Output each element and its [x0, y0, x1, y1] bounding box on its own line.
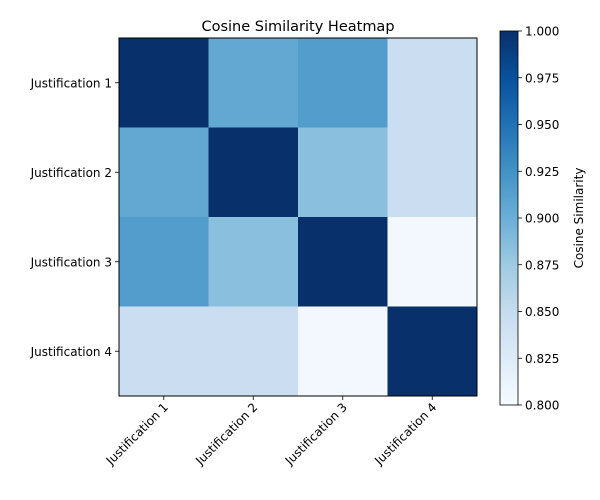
y-tick-label: Justification 4 — [30, 345, 112, 359]
heatmap-cell — [119, 127, 209, 218]
x-tick-label: Justification 4 — [371, 400, 439, 468]
x-tick-label: Justification 2 — [192, 400, 260, 468]
heatmap-cell — [208, 217, 299, 307]
colorbar-tick-label: 0.800 — [525, 399, 559, 413]
colorbar-tick-label: 0.900 — [525, 212, 559, 226]
heatmap-cell — [298, 306, 388, 397]
heatmap-cell — [298, 38, 388, 128]
colorbar — [499, 30, 519, 406]
heatmap-cell — [387, 306, 478, 397]
heatmap-cell — [119, 38, 209, 128]
chart-title: Cosine Similarity Heatmap — [201, 19, 394, 35]
colorbar-tick-label: 0.950 — [525, 118, 559, 132]
y-tick-label: Justification 1 — [30, 76, 112, 90]
heatmap-cell — [208, 127, 299, 218]
heatmap-cell — [119, 306, 209, 397]
colorbar-tick-label: 1.000 — [525, 25, 559, 39]
heatmap-cell — [387, 217, 478, 307]
colorbar-tick-label: 0.875 — [525, 258, 559, 272]
x-tick-label: Justification 1 — [103, 400, 171, 468]
heatmap-cell — [208, 38, 299, 128]
colorbar-tick-label: 0.975 — [525, 71, 559, 85]
colorbar-tick-label: 0.825 — [525, 352, 559, 366]
colorbar-tick-label: 0.925 — [525, 165, 559, 179]
colorbar-label: Cosine Similarity — [572, 168, 586, 269]
y-tick-label: Justification 2 — [30, 166, 112, 180]
heatmap-cell — [119, 217, 209, 307]
x-tick-label: Justification 3 — [282, 400, 350, 468]
y-tick-label: Justification 3 — [30, 255, 112, 269]
colorbar-tick-label: 0.850 — [525, 305, 559, 319]
plot-frame — [118, 37, 478, 397]
heatmap-cell — [387, 38, 478, 128]
heatmap-cell — [298, 217, 388, 307]
heatmap-cell — [208, 306, 299, 397]
heatmap-cell — [387, 127, 478, 218]
heatmap-cell — [298, 127, 388, 218]
